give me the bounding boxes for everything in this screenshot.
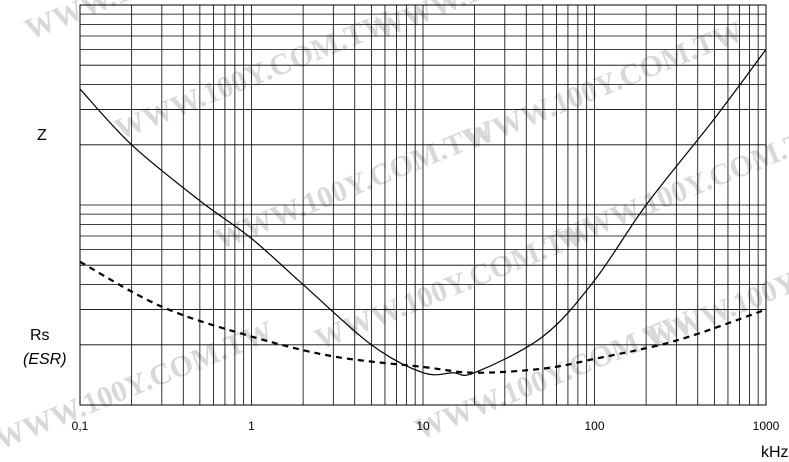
x-tick-label: 10: [416, 419, 430, 433]
watermark-text: WWW.100Y.COM.TW: [20, 0, 308, 46]
series-esr-curve: [79, 260, 767, 374]
x-tick-label: 100: [584, 419, 604, 433]
x-tick-label: 1000: [753, 419, 780, 433]
y-label-rs: Rs: [30, 327, 50, 344]
y-label-esr: (ESR): [23, 351, 67, 368]
x-axis-label: kHz: [761, 444, 789, 461]
x-tick-label: 0,1: [72, 419, 89, 433]
y-label-z: Z: [37, 127, 47, 144]
watermark-text: WWW.100Y.COM.TW: [210, 115, 498, 257]
x-tick-label: 1: [248, 419, 255, 433]
series-layer: [79, 49, 767, 376]
watermark-text: WWW.100Y.COM.TW: [410, 305, 698, 447]
watermark-text: WWW.100Y.COM.TW: [370, 0, 658, 46]
grid-lines: [79, 5, 766, 406]
x-tick-labels: 0,1 1 10 100 1000: [72, 419, 780, 433]
series-z-curve: [79, 49, 767, 376]
plot-frame: [79, 4, 767, 406]
